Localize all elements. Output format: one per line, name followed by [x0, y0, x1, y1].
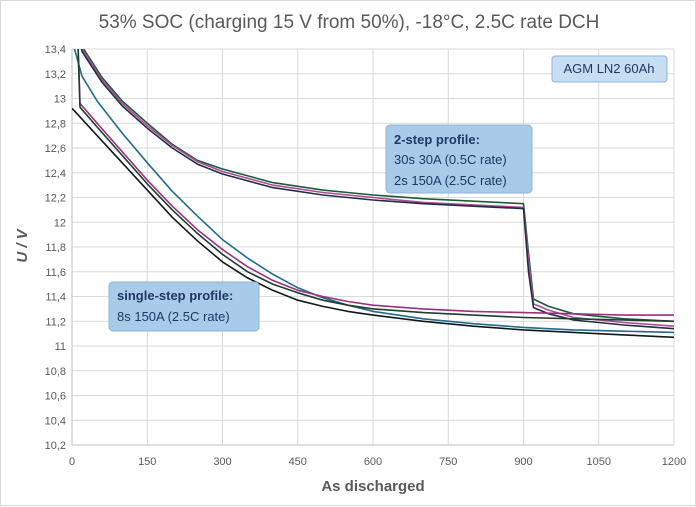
x-tick-label: 450	[289, 456, 307, 468]
series-group	[72, 49, 674, 339]
y-tick-label: 12	[54, 217, 66, 229]
annotation-two-step-heading: 2-step profile:	[394, 132, 480, 147]
y-tick-label: 13,4	[45, 44, 66, 56]
x-tick-label: 300	[213, 456, 231, 468]
y-tick-label: 13	[54, 94, 66, 106]
y-tick-label: 10,2	[45, 440, 66, 452]
x-tick-label: 1200	[662, 456, 686, 468]
series-line-2	[81, 49, 674, 327]
series-line-5	[77, 49, 674, 316]
y-tick-label: 11,8	[45, 242, 66, 254]
y-tick-label: 13,2	[45, 69, 66, 81]
y-tick-label: 12,6	[45, 143, 66, 155]
y-tick-label: 12,4	[45, 168, 66, 180]
annotation-two-step-line-2: 2s 150A (2.5C rate)	[394, 173, 507, 188]
annotation-single-step: single-step profile: 8s 150A (2.5C rate)	[108, 281, 260, 332]
y-tick-label: 11	[55, 341, 66, 353]
x-axis-title: As discharged	[321, 478, 424, 495]
x-tick-label: 750	[439, 456, 457, 468]
x-tick-label: 150	[138, 456, 156, 468]
annotation-single-step-line-1: 8s 150A (2.5C rate)	[117, 309, 230, 324]
x-tick-labels: 0 150 300 450 600 750 900 1050 1200	[69, 456, 686, 468]
axes	[71, 49, 674, 446]
annotation-single-step-box	[108, 281, 260, 332]
y-tick-label: 11,6	[45, 267, 66, 279]
y-tick-label: 11,2	[45, 316, 66, 328]
annotation-two-step: 2-step profile: 30s 30A (0.5C rate) 2s 1…	[385, 124, 533, 194]
y-tick-label: 11,4	[45, 292, 66, 304]
series-line-6	[77, 49, 674, 323]
x-tick-label: 600	[364, 456, 382, 468]
series-line-4	[73, 49, 674, 334]
y-tick-label: 10,4	[45, 415, 66, 427]
y-tick-label: 10,6	[45, 391, 66, 403]
y-axis-title: U / V	[14, 227, 31, 262]
y-tick-labels: 10,2 10,4 10,6 10,8 11 11,2 11,4 11,6 11,8 12 12,2…	[45, 44, 66, 452]
y-tick-label: 12,8	[45, 118, 66, 130]
y-tick-label: 10,8	[45, 366, 66, 378]
annotation-cell: AGM LN2 60Ah	[551, 55, 668, 83]
x-tick-label: 900	[514, 456, 532, 468]
x-tick-label: 1050	[587, 456, 611, 468]
annotation-two-step-box	[385, 124, 533, 194]
annotation-single-step-heading: single-step profile:	[117, 288, 233, 303]
series-line-7	[72, 107, 674, 339]
annotation-cell-text: AGM LN2 60Ah	[563, 61, 654, 76]
annotation-cell-box	[551, 55, 668, 83]
grid	[71, 48, 675, 446]
series-line-1	[82, 49, 674, 323]
x-tick-label: 0	[69, 456, 75, 468]
chart-title: 53% SOC (charging 15 V from 50%), -18°C,…	[99, 12, 600, 33]
annotation-two-step-line-1: 30s 30A (0.5C rate)	[394, 152, 507, 167]
y-tick-label: 12,2	[45, 193, 66, 205]
